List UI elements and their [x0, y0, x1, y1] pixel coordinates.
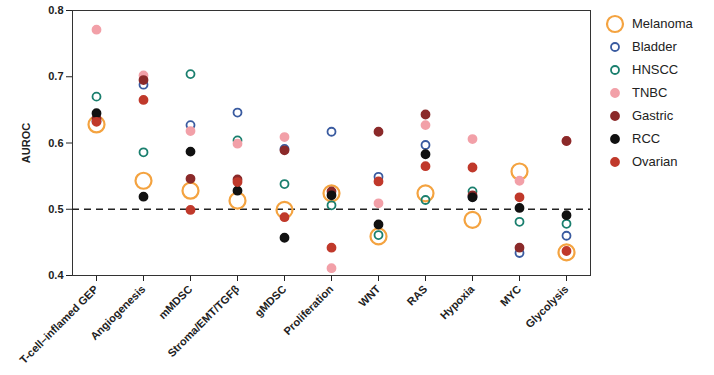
html-text:RCC: RCC [632, 131, 661, 146]
svg-text:Stroma/EMT/TGFβ: Stroma/EMT/TGFβ [165, 283, 242, 360]
svg-text:Glycolysis: Glycolysis [523, 283, 570, 330]
svg-text:Hypoxia: Hypoxia [438, 282, 477, 321]
html-text:Melanoma: Melanoma [632, 16, 693, 31]
svg-text:WNT: WNT [356, 283, 382, 309]
html-text:Ovarian: Ovarian [632, 154, 678, 169]
html-text:Bladder: Bladder [632, 39, 677, 54]
svg-text:gMDSC: gMDSC [252, 283, 288, 319]
svg-text:0.6: 0.6 [48, 137, 63, 149]
svg-text:T-cell–inflamed GEP: T-cell–inflamed GEP [17, 283, 100, 366]
svg-text:0.7: 0.7 [48, 70, 63, 82]
svg-text:MYC: MYC [498, 283, 524, 309]
html-text:Gastric: Gastric [632, 108, 674, 123]
html-text:HNSCC: HNSCC [632, 62, 679, 77]
svg-text:AUROC: AUROC [20, 123, 32, 163]
html-text:TNBC: TNBC [632, 85, 668, 100]
svg-text:0.8: 0.8 [48, 4, 63, 16]
svg-text:RAS: RAS [404, 283, 429, 308]
svg-text:mMDSC: mMDSC [156, 283, 194, 321]
svg-text:Proliferation: Proliferation [281, 283, 335, 337]
svg-text:0.5: 0.5 [48, 203, 63, 215]
svg-text:0.4: 0.4 [48, 269, 64, 281]
svg-text:Angiogenesis: Angiogenesis [88, 283, 147, 342]
